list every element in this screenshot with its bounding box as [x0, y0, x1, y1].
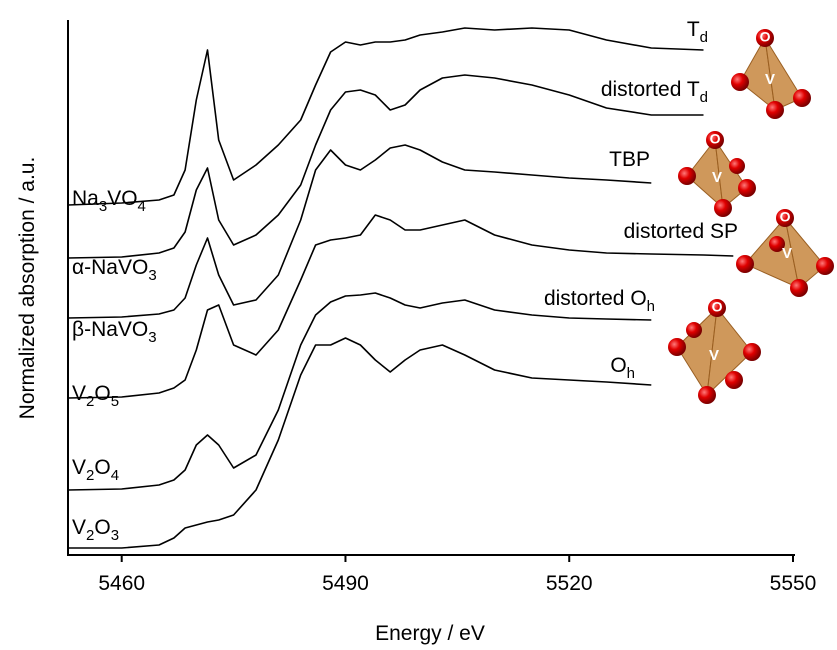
atom-label: V — [712, 169, 722, 186]
text-part: β-NaVO — [72, 318, 148, 341]
sp-icon: O V — [736, 209, 834, 297]
oh-icon: O V — [668, 299, 761, 404]
text-part: O — [610, 354, 626, 377]
subscript: h — [627, 365, 635, 382]
text-part: Na — [72, 187, 99, 210]
text-part: V — [72, 516, 86, 539]
subscript: d — [700, 89, 708, 106]
subscript: 3 — [111, 527, 119, 544]
text-part: distorted T — [601, 78, 700, 101]
text-part: VO — [107, 187, 137, 210]
site-label: distorted Oh — [544, 287, 655, 315]
text-part: O — [94, 516, 110, 539]
text-part: α-NaVO — [72, 256, 148, 279]
text-part: distorted O — [544, 287, 647, 310]
atom-label: O — [780, 209, 791, 225]
x-tick-label: 5520 — [546, 572, 593, 595]
text-part: O — [94, 456, 110, 479]
subscript: 4 — [111, 467, 119, 484]
text-part: V — [72, 456, 86, 479]
atom-label: V — [709, 347, 719, 364]
atom-label: V — [782, 245, 792, 262]
subscript: 3 — [148, 329, 156, 346]
x-axis-label: Energy / eV — [375, 622, 485, 645]
x-tick-label: 5490 — [322, 572, 369, 595]
atom-label: O — [760, 29, 771, 45]
subscript: 2 — [86, 527, 94, 544]
site-label: distorted SP — [624, 220, 738, 243]
sample-label: V2O3 — [72, 516, 119, 544]
atom-label: O — [712, 299, 723, 315]
site-label: TBP — [609, 148, 650, 171]
text-part: distorted SP — [624, 220, 738, 243]
atom-label: O — [710, 131, 721, 147]
text-part: V — [72, 382, 86, 405]
x-tick-label: 5460 — [98, 572, 145, 595]
spectrum-line — [68, 338, 651, 548]
sample-label: V2O4 — [72, 456, 119, 484]
spectrum-line — [68, 28, 704, 205]
subscript: d — [700, 29, 708, 46]
subscript: 4 — [138, 198, 146, 215]
subscript: 3 — [148, 267, 156, 284]
sample-label: β-NaVO3 — [72, 318, 157, 346]
site-label: Td — [687, 18, 708, 46]
site-label: Oh — [610, 354, 635, 382]
text-part: T — [687, 18, 700, 41]
sample-label: Na3VO4 — [72, 187, 146, 215]
subscript: h — [647, 298, 655, 315]
sample-label: α-NaVO3 — [72, 256, 157, 284]
site-label: distorted Td — [601, 78, 708, 106]
chart: Energy / eV Normalized absorption / a.u.… — [0, 0, 837, 650]
sample-label: V2O5 — [72, 382, 119, 410]
subscript: 2 — [86, 467, 94, 484]
text-part: O — [94, 382, 110, 405]
subscript: 5 — [111, 393, 119, 410]
y-axis-label: Normalized absorption / a.u. — [16, 157, 39, 420]
subscript: 3 — [99, 198, 107, 215]
x-tick-label: 5550 — [770, 572, 817, 595]
tbp-icon: O V — [678, 131, 756, 217]
text-part: TBP — [609, 148, 650, 171]
td-icon: O V — [731, 29, 811, 119]
atom-label: V — [765, 71, 775, 88]
spectrum-line — [68, 293, 651, 490]
subscript: 2 — [86, 393, 94, 410]
